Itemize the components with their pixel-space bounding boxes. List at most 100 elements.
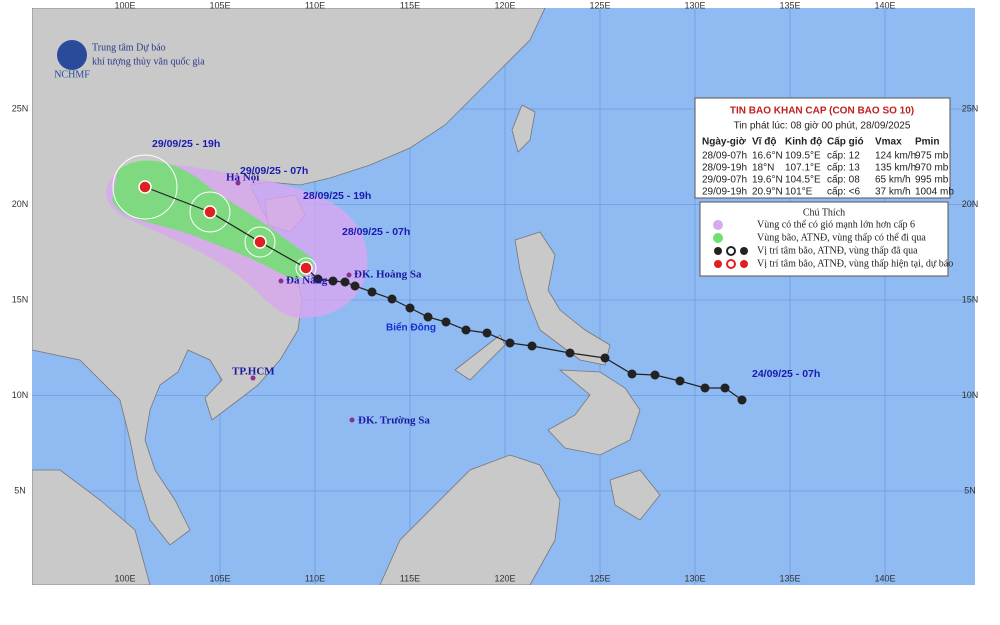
axis-label: 125E: [589, 573, 610, 583]
table-cell: 28/09-07h: [702, 151, 747, 162]
table-cell: 37 km/h: [875, 187, 911, 198]
axis-label: 110E: [305, 573, 325, 583]
legend-item: Vùng bão, ATNĐ, vùng thấp có thể đi qua: [757, 232, 926, 243]
track-label: 28/09/25 - 07h: [342, 226, 410, 238]
legend-swatch: [714, 246, 748, 256]
table-cell: 29/09-07h: [702, 175, 747, 186]
table-cell: 65 km/h: [875, 175, 911, 186]
table-cell: cấp: 13: [827, 162, 860, 174]
table-cell: 109.5°E: [785, 151, 821, 162]
bulletin-issued: Tin phát lúc: 08 giờ 00 phút, 28/09/2025: [734, 121, 911, 132]
cities: [235, 180, 355, 423]
table-header: Cấp gió: [827, 136, 864, 148]
past-position: [675, 376, 685, 386]
table-header: Vĩ độ: [752, 137, 776, 148]
legend-swatch: [714, 259, 748, 269]
past-position: [505, 338, 515, 348]
org-name: khí tượng thủy văn quốc gia: [92, 56, 205, 67]
axis-label: 120E: [494, 0, 515, 10]
past-position: [367, 287, 377, 297]
table-cell: 29/09-19h: [702, 187, 747, 198]
axis-label: 115E: [400, 0, 420, 10]
past-position: [527, 341, 537, 351]
table-header: Ngày-giờ: [702, 137, 747, 148]
axis-label: 105E: [209, 0, 230, 10]
past-position: [565, 348, 575, 358]
axis-label: 100E: [114, 0, 135, 10]
past-position: [720, 383, 730, 393]
table-cell: 970 mb: [915, 163, 949, 174]
axis-label: 25N: [12, 103, 29, 113]
past-position: [441, 317, 451, 327]
forecast-circles: [112, 154, 317, 279]
track-label: 29/09/25 - 19h: [152, 138, 220, 150]
table-cell: 20.9°N: [752, 187, 783, 198]
axis-label: 115E: [400, 573, 420, 583]
axis-label: 135E: [779, 573, 800, 583]
axis-label: 20N: [12, 199, 29, 209]
past-position: [650, 370, 660, 380]
org-name: Trung tâm Dự báo: [92, 42, 166, 53]
axis-label: 110E: [305, 0, 325, 10]
table-cell: 16.6°N: [752, 151, 783, 162]
bulletin-box: [694, 97, 951, 199]
axis-label: 5N: [14, 485, 26, 495]
track-label: 29/09/25 - 07h: [240, 165, 308, 177]
table-cell: 107.1°E: [785, 163, 821, 174]
past-position: [328, 276, 338, 286]
forecast-cone: [112, 160, 314, 279]
legend-item: Vị trí tâm bão, ATNĐ, vùng thấp hiện tại…: [757, 258, 953, 269]
past-position: [461, 325, 471, 335]
logo-text: NCHMF: [54, 69, 90, 80]
table-cell: cấp: <6: [827, 186, 861, 198]
table-cell: 28/09-19h: [702, 163, 747, 174]
table-cell: 1004 mb: [915, 187, 954, 198]
past-position: [737, 395, 747, 405]
axis-label: 135E: [779, 0, 800, 10]
table-cell: 124 km/h: [875, 151, 916, 162]
table-cell: 18°N: [752, 163, 774, 174]
axis-label: 10N: [962, 390, 979, 400]
past-position: [627, 369, 637, 379]
table-cell: cấp: 12: [827, 150, 860, 162]
past-positions: [313, 274, 747, 405]
legend-swatch: [713, 220, 723, 230]
past-position: [423, 312, 433, 322]
table-header: Vmax: [875, 137, 902, 148]
past-position: [340, 277, 350, 287]
bulletin-title: TIN BAO KHAN CAP (CON BAO SO 10): [730, 106, 914, 117]
axis-label: 20N: [962, 199, 979, 209]
axis-label: 120E: [494, 573, 515, 583]
axis-label: 100E: [114, 573, 135, 583]
axis-label: 5N: [964, 485, 976, 495]
axis-label: 140E: [874, 573, 895, 583]
axis-label: 130E: [684, 573, 705, 583]
axis-label: 105E: [209, 573, 230, 583]
logo: [57, 40, 87, 70]
table-cell: 135 km/h: [875, 163, 916, 174]
table-cell: 19.6°N: [752, 175, 783, 186]
table-header: Kinh độ: [785, 137, 822, 148]
legend-swatch: [713, 233, 723, 243]
axis-label: 125E: [589, 0, 610, 10]
track-label: 28/09/25 - 19h: [303, 190, 371, 202]
table-header: Pmin: [915, 137, 939, 148]
axis-label: 130E: [684, 0, 705, 10]
place: TP.HCM: [232, 366, 275, 378]
past-position: [600, 353, 610, 363]
table-cell: 104.5°E: [785, 175, 821, 186]
past-position: [700, 383, 710, 393]
table-cell: 975 mb: [915, 151, 949, 162]
past-position: [387, 294, 397, 304]
table-cell: 101°E: [785, 187, 813, 198]
axis-label: 25N: [962, 103, 979, 113]
past-position: [313, 274, 323, 284]
table-cell: 995 mb: [915, 175, 949, 186]
place: Đà Nẵng: [286, 275, 328, 287]
forecast-positions: [138, 180, 313, 275]
place: Hà Nội: [226, 172, 259, 184]
legend-item: Vùng có thể có gió mạnh lớn hơn cấp 6: [757, 219, 915, 230]
legend-item: Vị trí tâm bão, ATNĐ, vùng thấp đã qua: [757, 245, 918, 256]
axis-label: 15N: [12, 294, 29, 304]
